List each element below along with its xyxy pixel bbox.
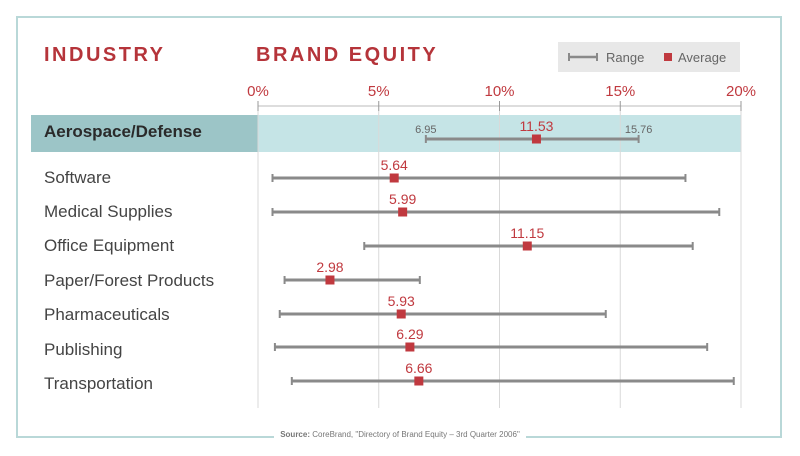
average-value-label: 5.93: [388, 293, 415, 309]
category-label: Transportation: [44, 374, 153, 393]
industry-header: INDUSTRY: [44, 44, 166, 66]
average-marker: [396, 309, 406, 319]
highlight-label-band: [31, 115, 258, 152]
category-label: Medical Supplies: [44, 202, 173, 221]
category-label: Paper/Forest Products: [44, 271, 215, 290]
x-tick-label: 0%: [247, 83, 269, 100]
x-tick-label: 15%: [605, 83, 635, 100]
legend-average-label: Average: [678, 50, 727, 65]
category-label: Aerospace/Defense: [44, 122, 202, 141]
x-tick-label: 5%: [368, 83, 390, 100]
legend-range-label: Range: [606, 50, 645, 65]
source-note: Source: CoreBrand, "Directory of Brand E…: [0, 430, 800, 439]
source-prefix: Source:: [280, 430, 310, 439]
category-label: Pharmaceuticals: [44, 305, 170, 324]
average-marker: [414, 376, 424, 386]
average-marker: [389, 173, 399, 183]
average-value-label: 5.64: [381, 157, 408, 173]
average-value-label: 5.99: [389, 191, 416, 207]
brand-equity-header: BRAND EQUITY: [256, 44, 439, 66]
average-value-label: 11.15: [510, 225, 544, 241]
average-marker: [531, 134, 541, 144]
average-marker: [325, 275, 335, 285]
average-value-label: 2.98: [316, 259, 343, 275]
legend: Range Average: [558, 42, 740, 72]
category-label: Software: [44, 168, 112, 187]
source-text: CoreBrand, "Directory of Brand Equity – …: [312, 430, 520, 439]
category-label: Office Equipment: [44, 236, 175, 255]
category-label: Publishing: [44, 340, 123, 359]
range-min-label: 6.95: [415, 124, 436, 136]
average-marker: [522, 241, 532, 251]
range-max-label: 15.76: [625, 124, 653, 136]
average-marker: [398, 207, 408, 217]
x-tick-label: 10%: [484, 83, 514, 100]
average-legend-icon: [664, 53, 672, 61]
range-legend-icon: [568, 53, 598, 61]
average-value-label: 6.29: [396, 326, 423, 342]
average-value-label: 11.53: [519, 118, 553, 134]
average-value-label: 6.66: [405, 360, 432, 376]
x-tick-label: 20%: [726, 83, 756, 100]
average-marker: [405, 342, 415, 352]
